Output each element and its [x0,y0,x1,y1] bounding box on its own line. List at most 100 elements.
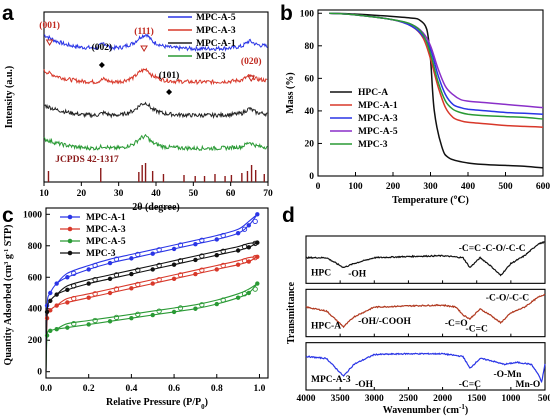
legend-marker [67,238,73,244]
ftir-band-annotation: -C=O [445,319,468,329]
x-label-end: ) [205,397,208,408]
x-tick-label: 0.0 [40,384,52,394]
isotherm-point [214,267,219,272]
isotherm-point [241,258,248,264]
y-tick-label: 800 [28,242,43,252]
isotherm-point [171,276,177,282]
legend-marker [67,226,73,232]
isotherm-point [71,295,77,302]
isotherm-point [171,262,177,267]
isotherm-adsorption-line-0 [45,213,258,372]
y-label-main: Quantity Adsorbed (cm [3,264,14,365]
isotherm-point [241,291,248,297]
isotherm-point [193,306,198,311]
plot-frame [45,207,269,379]
xrd-series-line-0 [43,33,268,52]
x-axis-label: Temperature (℃) [392,195,469,206]
isotherm-desorption-line-0 [56,213,258,284]
x-tick-label: 0.4 [125,384,137,394]
isotherm-point [65,287,70,293]
isotherm-point [135,267,141,273]
legend-marker [67,214,73,220]
peak-marker [140,45,148,52]
x-tick-label: 3500 [331,394,350,404]
isotherm-point [252,218,258,225]
isotherm-point [214,237,219,242]
isotherm-point [235,262,241,267]
peak-marker [247,75,256,82]
isotherm-point [107,260,113,266]
isotherm-point [65,300,70,305]
isotherm-point [235,230,241,236]
legend-label: MPC-A-5 [196,13,236,23]
isotherm-point [193,257,198,263]
isotherm-point [150,281,155,286]
peak-annotation: (101) [159,70,180,81]
tga-series-line-4 [329,12,544,120]
isotherm-point [220,297,226,303]
isotherm-point [177,242,184,248]
isotherm-point [150,267,155,272]
isotherm-point [255,212,260,217]
y-tick-label: 80 [305,42,315,52]
isotherm-point [86,267,91,272]
x-axis-label: Wavenumber (cm-1) [383,403,468,416]
ftir-line-1 [305,293,546,329]
x-tick-label: 3000 [365,394,384,404]
panel-b-tga-chart: 0 100 200 300 400 500 600 0 20 40 60 80 100 Temperatu… [285,9,550,206]
x-tick-label: 60 [226,189,236,199]
isotherm-point [86,281,91,286]
isotherm-point [129,256,134,261]
isotherm-point [177,305,184,311]
isotherm-point [113,314,120,321]
isotherm-point [171,246,177,252]
peak-annotation: (111) [134,26,154,37]
ftir-line-2 [305,352,546,384]
x-label-end: ) [465,405,468,416]
x-tick-label: 4000 [297,394,316,404]
isotherm-point [246,223,251,228]
x-tick-label: 500 [538,394,550,404]
ftir-band-annotation: -OH [355,380,374,390]
isotherm-point [92,262,98,269]
x-label-main: Wavenumber (cm [383,405,460,416]
isotherm-point [150,251,155,256]
isotherm-point [171,309,177,315]
legend-label: MPC-A-3 [86,225,126,235]
legend-label: MPC-A-1 [86,213,126,223]
panel-letter-a: a [2,2,14,25]
isotherm-point [44,333,50,338]
ftir-sample-label: HPC [311,268,331,278]
isotherm-point [107,276,113,282]
x-tick-label: 40 [151,189,161,199]
legend-label: MPC-3 [86,249,116,259]
peak-annotation: (001) [39,20,60,31]
isotherm-desorption-line-1 [56,256,258,307]
isotherm-point [199,302,205,308]
ftir-band-annotation: -O-Mn [493,370,522,380]
legend-label: HPC-A [358,88,388,98]
isotherm-point [246,290,251,296]
isotherm-point [107,319,113,324]
isotherm-point [252,286,258,292]
isotherm-point [252,240,258,247]
isotherm-point [214,253,219,258]
isotherm-point [199,253,205,259]
isotherm-point [92,291,98,297]
y-tick-label: 60 [305,74,315,84]
legend-label: MPC-A-3 [358,114,398,124]
isotherm-point [214,301,219,307]
ftir-sample-label: HPC-A [311,322,341,332]
panel-letter-c: c [2,204,14,227]
isotherm-point [199,267,205,273]
panel-letter-d: d [282,204,295,227]
ftir-band-annotation: -C=C [459,380,481,390]
y-tick-label: 40 [305,107,315,117]
peak-marker [166,89,173,95]
isotherm-point [129,286,134,291]
ftir-sample-label: MPC-A-3 [311,375,351,385]
isotherm-point [156,276,162,283]
legend-marker [67,250,73,256]
tga-series-line-0 [329,12,544,169]
